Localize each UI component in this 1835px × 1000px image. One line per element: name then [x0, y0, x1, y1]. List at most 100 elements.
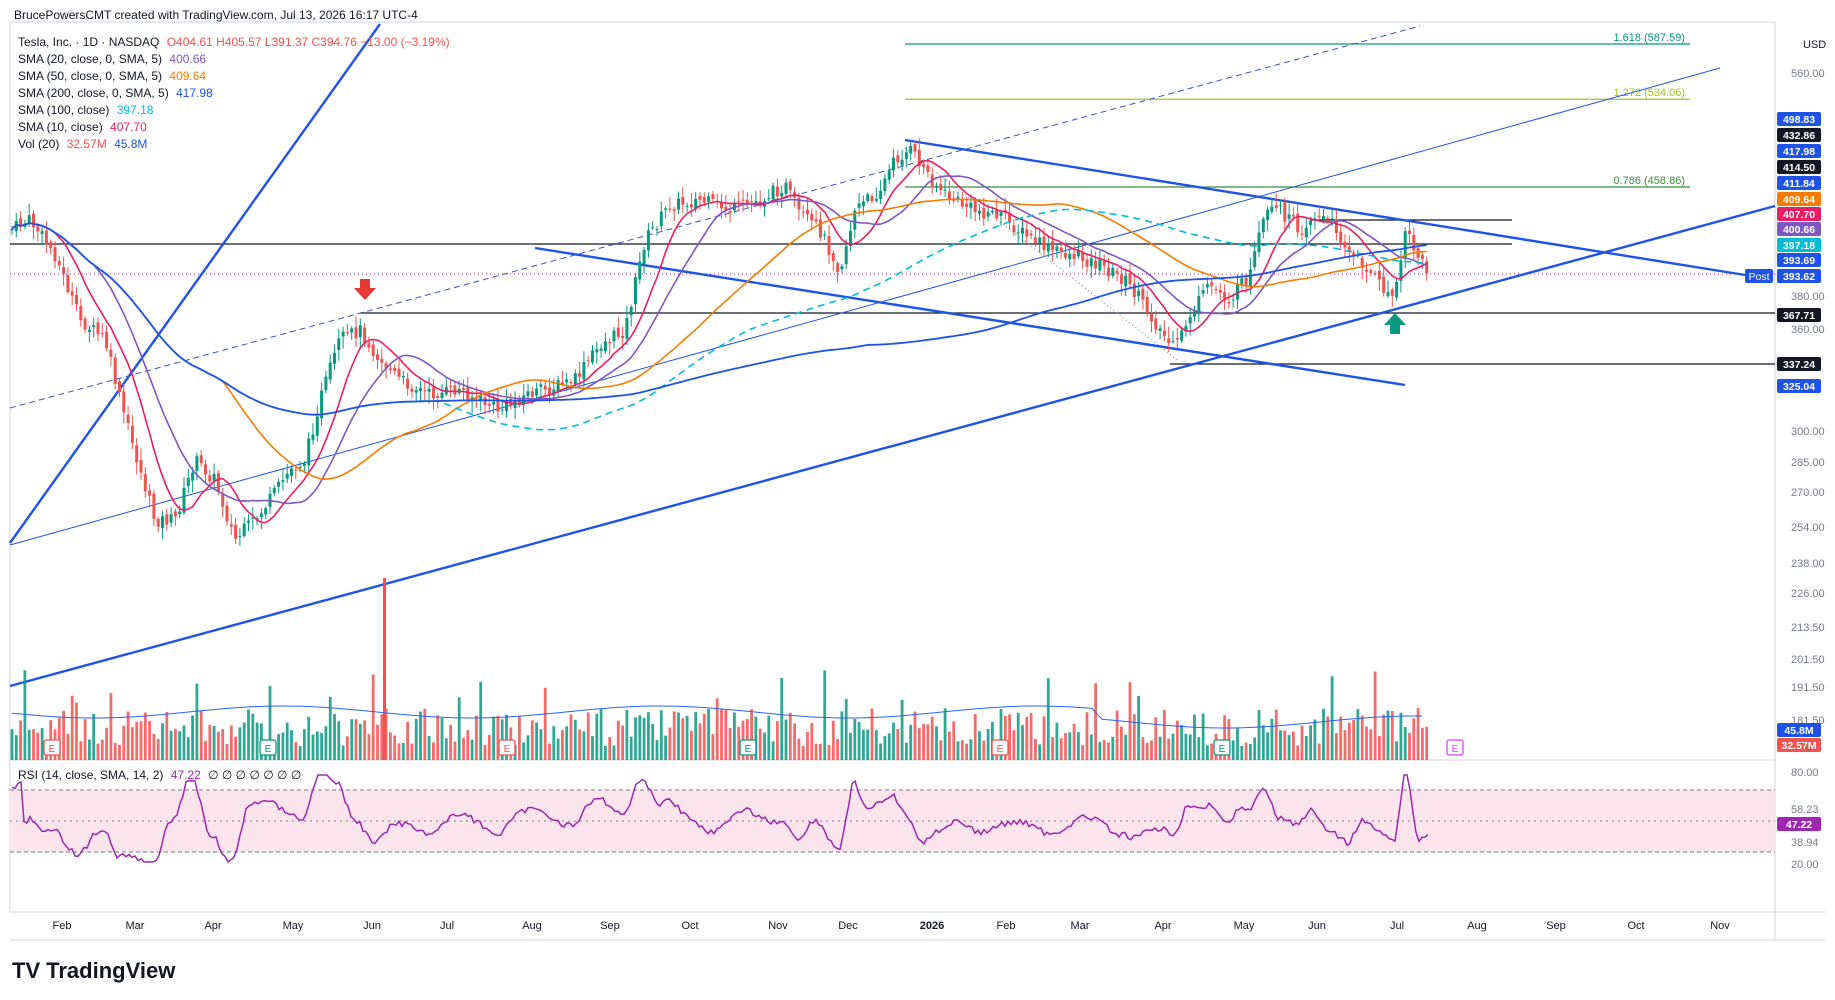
volume-bar — [371, 674, 375, 760]
volume-bar — [251, 713, 255, 760]
volume-bar — [466, 730, 470, 760]
price-tick-label: 226.00 — [1791, 588, 1825, 600]
candle-body — [298, 466, 302, 468]
volume-bar — [384, 708, 388, 760]
candle-body — [436, 396, 440, 398]
candle-body — [750, 201, 754, 203]
volume-bar — [784, 719, 788, 760]
candle-body — [27, 215, 31, 224]
price-badge-label: 432.86 — [1783, 130, 1815, 142]
price-tick-label: 201.50 — [1791, 654, 1825, 666]
candle-body — [1167, 338, 1171, 344]
candle-body — [556, 380, 560, 392]
candle-body — [1326, 218, 1330, 220]
candle-body — [92, 325, 96, 327]
legend-ohlc: O404.61 H405.57 L391.37 C394.76 −13.00 (… — [166, 35, 450, 49]
candle-body — [1085, 259, 1089, 267]
candle-body — [182, 487, 186, 513]
volume-bar — [1395, 741, 1398, 760]
legend-volume[interactable]: Vol (20) 32.57M 45.8M — [18, 137, 151, 151]
volume-bar — [591, 736, 594, 760]
volume-badge: 32.57M — [1777, 738, 1821, 752]
legend-sma20-value: 400.66 — [169, 52, 207, 66]
time-tick-label: Jun — [1308, 920, 1326, 932]
earnings-marker-box — [739, 739, 757, 756]
candle-body — [1373, 273, 1377, 275]
legend-sma100[interactable]: SMA (100, close) 397.18 — [18, 103, 157, 117]
candle-body — [775, 186, 779, 197]
candle-body — [195, 456, 199, 471]
candle-body — [1300, 233, 1304, 235]
volume-bar — [595, 713, 599, 760]
volume-bar — [307, 716, 311, 760]
candle-body — [754, 201, 758, 204]
candle-body — [1008, 213, 1012, 223]
volume-bar — [1236, 728, 1239, 760]
volume-bar — [436, 715, 440, 760]
candle-body — [350, 328, 354, 333]
legend-rsi[interactable]: RSI (14, close, SMA, 14, 2) 47.22 ∅ ∅ ∅ … — [18, 768, 305, 782]
candle-body — [234, 524, 238, 539]
volume-bar — [801, 745, 805, 760]
candle-body — [853, 210, 857, 230]
candle-body — [1382, 276, 1386, 293]
volume-bar — [1223, 715, 1226, 760]
candle-body — [788, 181, 792, 191]
volume-bar — [883, 736, 887, 760]
volume-bar — [100, 739, 104, 760]
price-badge-label: 367.71 — [1783, 310, 1815, 322]
volume-bar — [672, 711, 676, 760]
candle-body — [780, 192, 784, 197]
candle-body — [530, 391, 534, 397]
volume-bars — [10, 578, 1429, 760]
candle-body — [1055, 246, 1059, 251]
candle-body — [264, 508, 268, 515]
candle-body — [496, 399, 500, 412]
tradingview-brand[interactable]: TV TradingView — [12, 958, 175, 984]
volume-bar — [569, 714, 573, 760]
legend-sma50[interactable]: SMA (50, close, 0, SMA, 5) 409.64 — [18, 69, 210, 83]
time-tick-label: Mar — [1071, 920, 1090, 932]
candle-body — [1205, 284, 1209, 288]
volume-bar — [328, 696, 332, 760]
time-tick-label: Jul — [1390, 920, 1404, 932]
time-tick-label: Sep — [1546, 920, 1566, 932]
candle-body — [285, 473, 289, 479]
fib-level-label: 0.786 (458.86) — [1613, 175, 1685, 187]
candle-body — [861, 201, 865, 207]
volume-bar — [1283, 730, 1287, 760]
volume-badge: 45.8M — [1777, 723, 1821, 737]
volume-bar — [1279, 730, 1282, 760]
volume-bar — [62, 710, 65, 760]
price-badge-label: 407.70 — [1783, 209, 1815, 221]
volume-bar — [1274, 709, 1278, 760]
volume-bar — [642, 717, 646, 760]
candle-body — [333, 352, 336, 364]
candle-body — [926, 165, 930, 172]
trendline-lower — [9, 204, 1776, 688]
candle-body — [83, 318, 87, 330]
price-badge-bg — [1777, 222, 1821, 236]
trendline-upper-left — [9, 23, 381, 544]
candle-body — [1107, 267, 1110, 277]
candle-body — [892, 157, 895, 171]
volume-bar — [492, 716, 495, 760]
candle-body — [87, 329, 91, 332]
candle-body — [152, 493, 156, 519]
candle-body — [913, 144, 917, 152]
earnings-marker-box — [498, 739, 516, 756]
volume-bar — [900, 699, 904, 760]
legend-sma20[interactable]: SMA (20, close, 0, SMA, 5) 400.66 — [18, 52, 210, 66]
volume-bar — [573, 719, 577, 760]
candle-body — [1322, 216, 1325, 220]
volume-bar — [32, 729, 35, 760]
volume-spike — [383, 578, 386, 760]
volume-bar — [406, 721, 409, 760]
candle-body — [341, 331, 345, 337]
legend-sma10[interactable]: SMA (10, close) 407.70 — [18, 120, 151, 134]
legend-sma200[interactable]: SMA (200, close, 0, SMA, 5) 417.98 — [18, 86, 217, 100]
post-badge-label: Post — [1748, 271, 1769, 283]
legend-sma10-value: 407.70 — [110, 120, 147, 134]
volume-bar — [780, 678, 784, 760]
